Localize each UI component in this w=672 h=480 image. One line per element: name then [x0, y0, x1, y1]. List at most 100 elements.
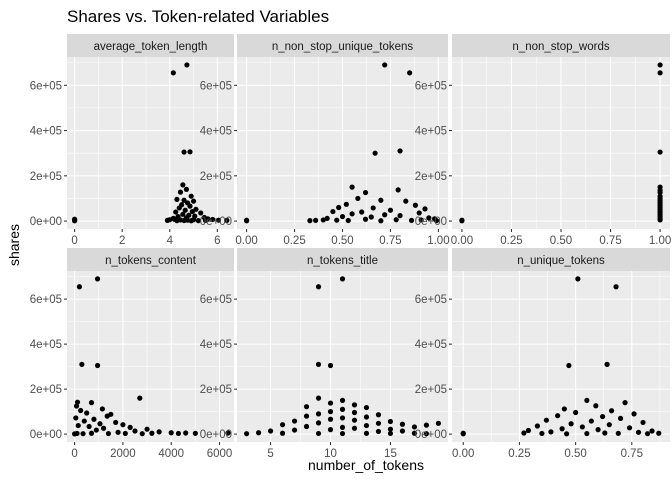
x-tick-label: 0: [71, 235, 77, 247]
data-point: [435, 420, 442, 426]
x-tick-label: 0.50: [550, 235, 572, 247]
data-point: [644, 431, 651, 437]
data-point: [76, 284, 83, 290]
y-tick-label: 6e+05: [200, 294, 232, 306]
data-point: [626, 425, 633, 431]
data-point: [375, 412, 382, 418]
facet-panels: average_token_length 0e+00 2e+05 4e+05 6e+05…: [30, 34, 671, 460]
data-point: [91, 416, 97, 422]
data-point: [84, 410, 90, 416]
data-point: [345, 217, 351, 224]
data-point: [588, 418, 594, 424]
facet-strip-label: n_unique_tokens: [517, 255, 605, 267]
data-point: [177, 217, 184, 223]
data-point: [190, 198, 197, 204]
data-point: [459, 218, 465, 224]
data-point: [423, 422, 430, 428]
data-point: [534, 423, 541, 429]
data-point: [363, 404, 370, 411]
data-point: [399, 428, 406, 434]
y-tick-label: 4e+05: [30, 126, 62, 138]
data-point: [363, 414, 370, 420]
data-point: [349, 184, 355, 190]
x-tick-label: 0.00: [235, 235, 257, 247]
facet-strip-label: n_non_stop_words: [512, 41, 609, 53]
y-tick-label: 0e+00: [30, 216, 62, 228]
data-point: [649, 428, 655, 434]
data-point: [181, 149, 187, 155]
data-point: [115, 429, 121, 435]
data-point: [433, 218, 440, 224]
facet-panel-n-tokens-content: n_tokens_content 0e+00 2e+05 4e+05 6e+05 0 200…: [30, 248, 234, 460]
data-point: [375, 420, 382, 426]
y-tick-label: 2e+05: [415, 171, 447, 183]
y-tick-label: 6e+05: [415, 80, 447, 92]
y-tick-label: 6e+05: [200, 80, 232, 92]
data-point: [327, 427, 334, 433]
x-tick-label: 0.00: [451, 235, 473, 247]
data-point: [209, 216, 216, 223]
facet-strip: [237, 248, 448, 271]
data-point: [192, 430, 198, 436]
data-point: [375, 428, 382, 435]
data-point: [267, 428, 274, 434]
data-point: [144, 426, 150, 432]
y-tick-label: 6e+05: [415, 294, 447, 306]
data-point: [370, 205, 376, 211]
data-point: [599, 413, 606, 420]
data-point: [343, 201, 349, 207]
data-point: [631, 411, 637, 417]
data-point: [330, 208, 336, 215]
data-point: [198, 210, 204, 216]
data-point: [521, 430, 527, 436]
y-tick-label: 2e+05: [30, 171, 62, 183]
y-tick-label: 2e+05: [30, 384, 62, 396]
data-point: [188, 193, 194, 199]
y-tick-label: 6e+05: [30, 294, 62, 306]
x-tick-label: 4: [167, 235, 174, 247]
data-point: [303, 423, 310, 430]
data-point: [187, 149, 193, 155]
data-point: [363, 422, 370, 429]
x-tick-label: 6: [214, 235, 220, 247]
data-point: [606, 422, 612, 428]
data-point: [291, 427, 298, 433]
data-point: [622, 400, 628, 406]
data-point: [559, 426, 565, 432]
x-tick-label: 0.25: [283, 235, 305, 247]
facet-strip: [237, 34, 448, 57]
data-point: [351, 417, 358, 423]
data-point: [168, 430, 174, 436]
data-point: [363, 430, 370, 436]
data-point: [88, 400, 95, 406]
x-tick-label: 0: [71, 448, 77, 460]
x-tick-label: 6000: [207, 448, 233, 460]
data-point: [426, 215, 432, 221]
data-point: [174, 196, 180, 202]
data-point: [608, 408, 615, 414]
data-point: [94, 276, 101, 282]
y-tick-label: 6e+05: [30, 80, 62, 92]
data-point: [182, 207, 188, 213]
data-point: [568, 421, 574, 427]
panel-background: [452, 271, 670, 442]
x-tick-label: 10: [324, 448, 337, 460]
data-point: [183, 430, 189, 436]
data-point: [657, 189, 663, 196]
data-point: [255, 430, 262, 436]
data-point: [602, 430, 608, 436]
data-point: [75, 422, 81, 429]
data-point: [362, 216, 369, 222]
data-point: [397, 213, 403, 219]
x-tick-label: 15: [384, 448, 397, 460]
data-point: [334, 217, 340, 223]
data-point: [137, 395, 143, 401]
data-point: [187, 203, 193, 209]
data-point: [555, 413, 561, 419]
data-point: [73, 415, 79, 421]
data-point: [362, 189, 369, 196]
data-point: [422, 206, 428, 212]
data-point: [99, 406, 105, 412]
data-point: [327, 409, 334, 415]
data-point: [393, 217, 399, 223]
